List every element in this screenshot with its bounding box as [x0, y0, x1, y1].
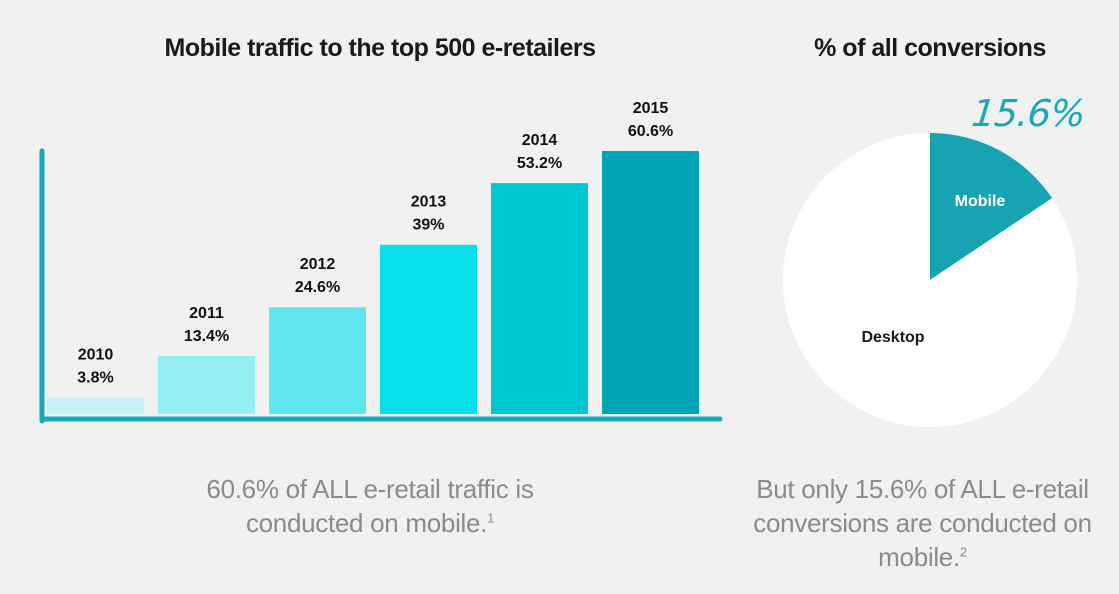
bar-chart-title: Mobile traffic to the top 500 e-retailer…	[164, 34, 597, 62]
bar-category-label: 2015	[633, 100, 669, 117]
pie-label-mobile: Mobile	[955, 193, 1006, 210]
bar-value-label: 53.2%	[517, 155, 562, 172]
bar-category-label: 2012	[300, 256, 336, 273]
conversions-caption: But only 15.6% of ALL e-retail conversio…	[750, 472, 1095, 574]
bar-2011	[158, 355, 255, 414]
bar-2014	[491, 183, 588, 414]
bar-category-label: 2010	[78, 347, 114, 364]
bar-2015	[602, 151, 699, 414]
bar-value-label: 39%	[412, 217, 444, 234]
footnote-marker-1: 1	[487, 510, 495, 526]
pie-chart: Mobile Desktop	[783, 133, 1078, 427]
bar-chart: 2010 3.8% 2011 13.4% 2012 24.6% 2013 39% 2014 53.…	[47, 100, 699, 414]
pie-slice-desktop	[783, 133, 1078, 427]
traffic-caption: 60.6% of ALL e-retail traffic is conduct…	[170, 472, 570, 540]
pie-chart-title: % of all conversions	[814, 34, 1046, 62]
bar-2013	[380, 244, 477, 414]
bar-chart-axes	[39, 148, 723, 424]
bar-2010	[47, 397, 144, 414]
bar-value-label: 13.4%	[184, 328, 229, 345]
footnote-marker-2: 2	[959, 544, 967, 560]
bar-value-label: 60.6%	[628, 123, 673, 140]
bar-value-label: 24.6%	[295, 279, 340, 296]
conversions-caption-text: But only 15.6% of ALL e-retail conversio…	[753, 474, 1092, 572]
bar-value-label: 3.8%	[77, 370, 113, 387]
bar-category-label: 2014	[522, 132, 558, 149]
bar-2012	[269, 307, 366, 414]
mobile-share-callout: 15.6%	[969, 92, 1087, 135]
pie-label-desktop: Desktop	[861, 329, 924, 346]
bar-category-label: 2011	[189, 305, 224, 322]
bar-category-label: 2013	[411, 194, 447, 211]
pie-slice-mobile	[930, 133, 1053, 280]
traffic-caption-text: 60.6% of ALL e-retail traffic is conduct…	[206, 474, 534, 538]
